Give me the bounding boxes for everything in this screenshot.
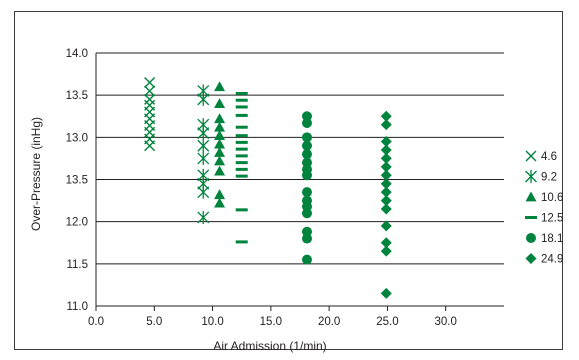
y-tick-label: 13.5 bbox=[66, 90, 88, 102]
legend-marker-dash bbox=[525, 216, 537, 219]
legend-marker-x bbox=[525, 150, 537, 162]
x-axis-title: Air Admission (1/min) bbox=[213, 339, 326, 353]
data-point-diamond bbox=[380, 287, 392, 299]
data-point-diamond bbox=[380, 110, 392, 122]
legend-label: 4.6 bbox=[541, 151, 557, 163]
y-tick-label: 12.0 bbox=[66, 217, 88, 229]
legend-label: 9.2 bbox=[541, 172, 557, 184]
x-tick-label: 5.0 bbox=[146, 316, 162, 328]
data-point-diamond bbox=[380, 203, 392, 215]
data-point-diamond bbox=[380, 144, 392, 156]
data-point-asterisk bbox=[197, 185, 210, 199]
data-point-diamond bbox=[380, 119, 392, 131]
data-point-diamond bbox=[380, 237, 392, 249]
data-point-circle bbox=[301, 170, 312, 181]
data-point-asterisk bbox=[197, 151, 210, 165]
data-point-diamond bbox=[380, 245, 392, 257]
data-point-dash bbox=[235, 113, 248, 117]
data-point-triangle bbox=[214, 113, 226, 124]
legend-label: 12.5 bbox=[541, 213, 563, 225]
data-point-x bbox=[144, 85, 156, 97]
legend-label: 18.1 bbox=[541, 233, 563, 245]
x-tick-label: 0.0 bbox=[88, 316, 104, 328]
data-point-x bbox=[144, 77, 156, 89]
data-point-triangle bbox=[214, 189, 226, 200]
data-point-circle bbox=[301, 149, 312, 160]
data-point-dash bbox=[235, 98, 248, 102]
y-tick-label: 14.0 bbox=[66, 48, 88, 60]
data-point-asterisk bbox=[197, 92, 210, 106]
data-point-dash bbox=[235, 134, 248, 138]
data-point-circle bbox=[301, 187, 312, 198]
data-point-dash bbox=[235, 240, 248, 244]
data-point-circle bbox=[301, 233, 312, 244]
y-tick-label: 13.0 bbox=[66, 132, 88, 144]
x-tick-label: 10.0 bbox=[201, 316, 223, 328]
data-point-x bbox=[144, 93, 156, 105]
data-point-dash bbox=[235, 125, 248, 129]
data-point-diamond bbox=[380, 161, 392, 173]
x-tick-label: 15.0 bbox=[260, 316, 282, 328]
data-point-dash bbox=[235, 167, 248, 171]
data-point-asterisk bbox=[197, 139, 210, 153]
data-point-triangle bbox=[214, 138, 226, 149]
legend-marker-circle bbox=[526, 233, 536, 243]
data-point-diamond bbox=[380, 178, 392, 190]
data-point-x bbox=[144, 140, 156, 152]
legend-label: 24.9 bbox=[541, 254, 563, 266]
data-point-dash bbox=[235, 91, 248, 95]
chart-frame bbox=[14, 11, 563, 350]
data-point-circle bbox=[301, 254, 312, 265]
data-point-diamond bbox=[380, 136, 392, 148]
data-point-triangle bbox=[214, 98, 226, 108]
data-point-triangle bbox=[214, 147, 226, 157]
data-point-circle bbox=[301, 117, 312, 128]
x-tick-label: 30.0 bbox=[435, 316, 457, 328]
x-tick-label: 20.0 bbox=[318, 316, 340, 328]
data-point-dash bbox=[235, 174, 248, 178]
x-tick-label: 25.0 bbox=[376, 316, 398, 328]
data-point-diamond bbox=[380, 186, 392, 198]
data-point-circle bbox=[301, 208, 312, 219]
data-point-triangle bbox=[214, 197, 226, 208]
y-tick-label: 11.0 bbox=[66, 301, 88, 313]
data-point-circle bbox=[301, 132, 312, 143]
legend-marker-triangle bbox=[525, 191, 537, 202]
data-point-diamond bbox=[380, 220, 392, 232]
legend: 4.6 9.2 10.6 12.5 18.1 24.9 bbox=[525, 150, 563, 266]
data-point-dash bbox=[235, 140, 248, 144]
data-point-dash bbox=[235, 147, 248, 151]
y-tick-label: 11.5 bbox=[66, 259, 88, 271]
legend-marker-asterisk bbox=[525, 170, 537, 183]
data-point-asterisk bbox=[197, 126, 210, 140]
data-point-triangle bbox=[214, 121, 226, 132]
y-tick-label: 13.5 bbox=[66, 175, 88, 187]
axes: 11.0 11.5 12.0 13.5 13.0 13.5 14.0 0.0 5.0 10.0 15… bbox=[66, 48, 457, 328]
data-point-triangle bbox=[214, 130, 226, 141]
data-point-diamond bbox=[380, 152, 392, 164]
data-point-triangle bbox=[214, 165, 226, 176]
gridlines bbox=[96, 52, 504, 307]
data-point-diamond bbox=[380, 169, 392, 181]
data-point-dash bbox=[235, 154, 248, 158]
legend-label: 10.6 bbox=[541, 192, 563, 204]
data-point-diamond bbox=[380, 195, 392, 207]
data-point-triangle bbox=[214, 155, 226, 166]
data-point-dash bbox=[235, 105, 248, 109]
data-point-circle bbox=[301, 140, 312, 151]
data-points bbox=[144, 77, 392, 299]
data-point-dash bbox=[235, 161, 248, 165]
data-point-dash bbox=[235, 208, 248, 212]
y-axis-title: Over-Pressure (inHg) bbox=[29, 117, 43, 231]
legend-marker-diamond bbox=[525, 253, 537, 264]
data-point-asterisk bbox=[197, 210, 210, 224]
data-point-triangle bbox=[214, 81, 226, 92]
